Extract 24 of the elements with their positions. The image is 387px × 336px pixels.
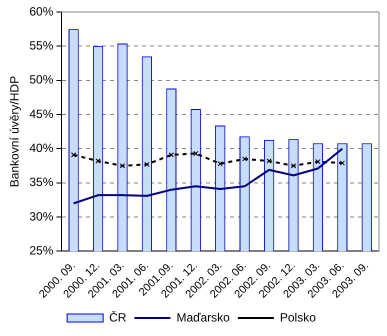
point: [120, 163, 126, 168]
point: [290, 163, 296, 168]
y-tick-label: 40%: [29, 141, 54, 156]
y-tick-label: 60%: [29, 4, 54, 18]
legend-label: Maďarsko: [176, 310, 230, 324]
point: [193, 150, 198, 156]
point: [340, 160, 345, 166]
point: [315, 159, 321, 164]
legend-label: ČR: [109, 310, 127, 324]
y-tick-label: 50%: [29, 72, 54, 87]
y-axis-title: Bankovní úvěry/HDP: [8, 76, 22, 188]
point: [266, 158, 272, 164]
y-tick-label: 45%: [29, 106, 54, 121]
y-tick-label: 25%: [29, 244, 54, 258]
point: [71, 152, 76, 158]
point: [144, 162, 150, 168]
y-tick-label: 55%: [29, 38, 54, 52]
point: [242, 156, 248, 162]
point: [95, 158, 101, 164]
y-tick-label: 30%: [29, 209, 54, 224]
point: [168, 152, 174, 158]
y-tick-label: 35%: [29, 175, 54, 190]
legend-label: Polsko: [280, 310, 316, 324]
point: [218, 161, 223, 166]
